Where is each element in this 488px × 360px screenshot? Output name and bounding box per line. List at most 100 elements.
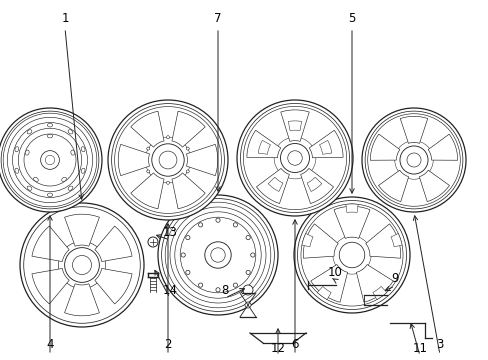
Polygon shape	[280, 110, 308, 141]
Circle shape	[186, 147, 189, 150]
Ellipse shape	[71, 150, 75, 155]
Circle shape	[60, 252, 63, 255]
Ellipse shape	[47, 123, 53, 127]
Circle shape	[216, 218, 220, 222]
Ellipse shape	[47, 134, 53, 138]
Text: 1: 1	[61, 12, 69, 24]
Ellipse shape	[15, 168, 19, 173]
Polygon shape	[372, 287, 386, 300]
Polygon shape	[258, 140, 270, 154]
Circle shape	[72, 256, 91, 275]
Polygon shape	[333, 206, 369, 238]
Circle shape	[250, 253, 254, 257]
Circle shape	[245, 235, 250, 240]
Polygon shape	[256, 168, 289, 203]
Polygon shape	[118, 144, 149, 176]
Circle shape	[148, 237, 158, 247]
Circle shape	[401, 174, 403, 177]
Polygon shape	[365, 224, 400, 258]
Polygon shape	[288, 121, 301, 131]
Ellipse shape	[68, 130, 73, 134]
Polygon shape	[378, 170, 408, 202]
Polygon shape	[301, 234, 312, 247]
Circle shape	[245, 270, 250, 274]
Circle shape	[101, 275, 104, 278]
Polygon shape	[267, 177, 283, 192]
Circle shape	[198, 283, 203, 287]
Polygon shape	[427, 134, 457, 160]
Polygon shape	[64, 284, 99, 316]
Polygon shape	[186, 144, 217, 176]
Circle shape	[332, 248, 334, 250]
Ellipse shape	[81, 147, 85, 152]
Circle shape	[186, 170, 189, 173]
Circle shape	[210, 248, 225, 262]
Circle shape	[339, 269, 341, 272]
Ellipse shape	[47, 193, 53, 197]
Circle shape	[204, 242, 231, 268]
Text: 4: 4	[46, 338, 54, 351]
Text: 6: 6	[291, 338, 298, 351]
Polygon shape	[32, 226, 69, 262]
Polygon shape	[172, 111, 205, 147]
Circle shape	[399, 146, 427, 174]
Text: 7: 7	[214, 12, 221, 24]
Ellipse shape	[61, 177, 66, 181]
Circle shape	[368, 248, 370, 250]
Circle shape	[166, 181, 169, 184]
Circle shape	[361, 269, 364, 272]
Text: 11: 11	[412, 342, 427, 355]
Ellipse shape	[34, 177, 38, 181]
Circle shape	[293, 197, 409, 313]
Polygon shape	[303, 224, 338, 258]
Circle shape	[305, 174, 308, 176]
Circle shape	[244, 302, 250, 308]
Circle shape	[108, 100, 227, 220]
Circle shape	[0, 108, 102, 212]
Circle shape	[430, 153, 433, 156]
Polygon shape	[130, 111, 164, 147]
Ellipse shape	[25, 150, 29, 155]
Circle shape	[146, 147, 149, 150]
Circle shape	[423, 174, 426, 177]
Polygon shape	[310, 265, 347, 302]
Text: 10: 10	[327, 266, 342, 279]
Text: 8: 8	[221, 284, 228, 297]
Circle shape	[233, 283, 237, 287]
Text: 5: 5	[347, 12, 355, 24]
Polygon shape	[32, 269, 69, 304]
Polygon shape	[246, 130, 280, 158]
Circle shape	[81, 240, 83, 243]
Circle shape	[60, 275, 63, 278]
Polygon shape	[95, 269, 132, 304]
Circle shape	[185, 270, 189, 274]
Circle shape	[287, 151, 302, 165]
Polygon shape	[95, 226, 132, 262]
Polygon shape	[317, 287, 330, 300]
Polygon shape	[369, 134, 399, 160]
Polygon shape	[306, 177, 321, 192]
Text: 2: 2	[164, 338, 171, 351]
Ellipse shape	[68, 186, 73, 190]
Circle shape	[216, 288, 220, 292]
Circle shape	[406, 153, 420, 167]
Polygon shape	[64, 214, 99, 246]
Circle shape	[237, 100, 352, 216]
Circle shape	[64, 248, 99, 282]
Circle shape	[339, 242, 364, 268]
Ellipse shape	[15, 147, 19, 152]
Circle shape	[181, 253, 185, 257]
Text: 13: 13	[162, 225, 177, 238]
Polygon shape	[300, 168, 333, 203]
Circle shape	[350, 235, 352, 237]
Circle shape	[243, 285, 252, 295]
Circle shape	[41, 150, 59, 169]
Circle shape	[273, 150, 276, 153]
Circle shape	[81, 287, 83, 290]
Circle shape	[101, 252, 104, 255]
Circle shape	[146, 170, 149, 173]
Circle shape	[20, 203, 143, 327]
Polygon shape	[172, 173, 205, 209]
Circle shape	[158, 195, 278, 315]
Circle shape	[313, 150, 316, 153]
